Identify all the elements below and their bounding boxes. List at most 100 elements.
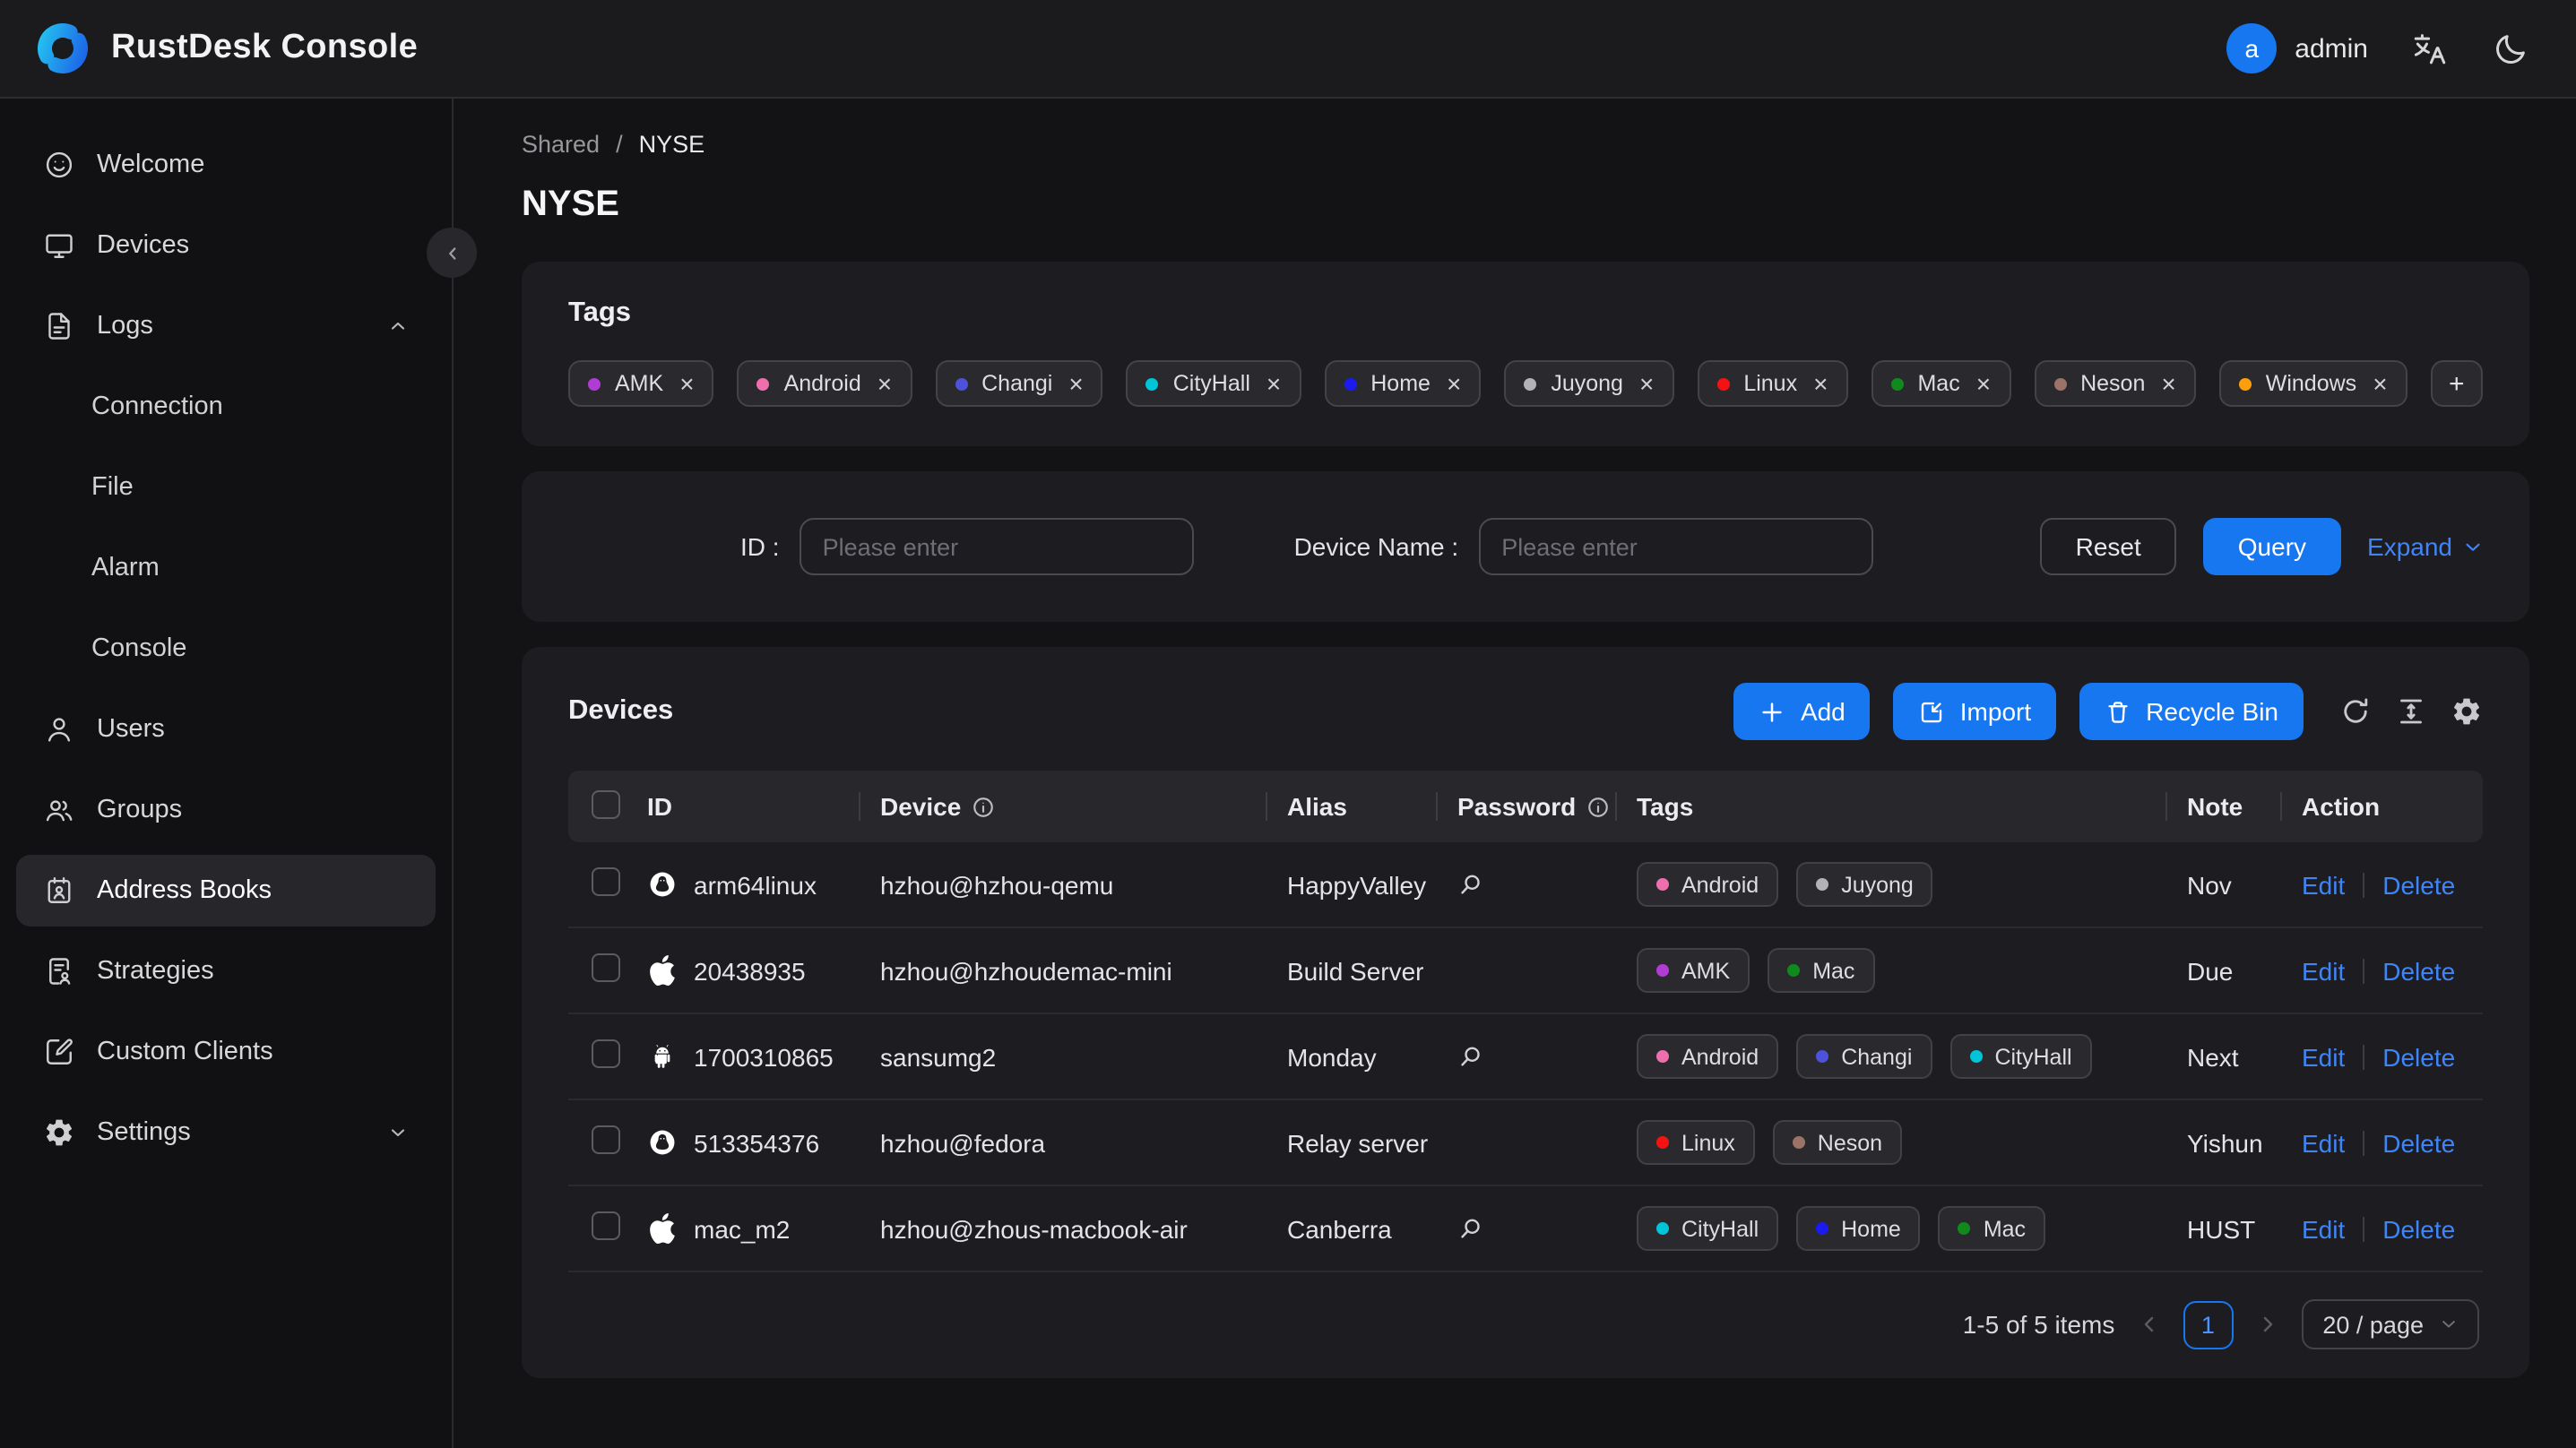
add-device-button[interactable]: Add xyxy=(1733,683,1871,740)
tag-color-dot xyxy=(1656,1136,1669,1149)
breadcrumb: Shared / NYSE xyxy=(522,131,2529,158)
delete-link[interactable]: Delete xyxy=(2382,1128,2456,1157)
view-password-icon[interactable] xyxy=(1457,871,1484,898)
edit-link[interactable]: Edit xyxy=(2302,1042,2346,1071)
sidebar-item-custom-clients[interactable]: Custom Clients xyxy=(16,1016,436,1088)
linux-icon xyxy=(650,1130,675,1155)
tag-remove-icon[interactable]: × xyxy=(1975,369,1992,398)
row-checkbox[interactable] xyxy=(592,1039,620,1068)
row-checkbox[interactable] xyxy=(592,867,620,896)
chevron-down-icon xyxy=(2442,1321,2455,1328)
column-header-alias: Alias xyxy=(1287,792,1347,821)
row-checkbox[interactable] xyxy=(592,1211,620,1240)
sidebar-item-strategies[interactable]: Strategies xyxy=(16,935,436,1007)
avatar[interactable]: a xyxy=(2226,23,2278,73)
chevron-down-icon xyxy=(391,1129,405,1137)
sidebar-item-alarm[interactable]: Alarm xyxy=(16,532,436,604)
tag-chip-home[interactable]: Home × xyxy=(1324,360,1482,407)
id-filter-input[interactable] xyxy=(799,518,1194,575)
delete-link[interactable]: Delete xyxy=(2382,956,2456,985)
breadcrumb-current: NYSE xyxy=(638,131,705,158)
tag-chip-changi[interactable]: Changi × xyxy=(935,360,1103,407)
view-password-icon[interactable] xyxy=(1457,1215,1484,1242)
smiley-icon xyxy=(46,151,73,178)
tag-remove-icon[interactable]: × xyxy=(2373,369,2388,398)
next-page-icon[interactable] xyxy=(2256,1314,2278,1335)
query-button[interactable]: Query xyxy=(2203,518,2341,575)
sidebar-sublabel: File xyxy=(91,473,134,502)
sidebar-item-devices[interactable]: Devices xyxy=(16,210,436,281)
import-button[interactable]: Import xyxy=(1893,683,2057,740)
select-all-checkbox[interactable] xyxy=(592,789,620,818)
current-page-button[interactable]: 1 xyxy=(2183,1300,2234,1349)
table-header-row: ID Device Alias Password Tags Note Actio… xyxy=(568,771,2483,842)
sidebar-item-address-books[interactable]: Address Books xyxy=(16,855,436,927)
delete-link[interactable]: Delete xyxy=(2382,1214,2456,1243)
sidebar-item-file[interactable]: File xyxy=(16,452,436,523)
tag-remove-icon[interactable]: × xyxy=(679,369,695,398)
add-tag-button[interactable]: + xyxy=(2430,360,2483,407)
delete-link[interactable]: Delete xyxy=(2382,870,2456,899)
tag-chip-mac[interactable]: Mac × xyxy=(1871,360,2011,407)
edit-link[interactable]: Edit xyxy=(2302,956,2346,985)
tag-chip-android[interactable]: Android × xyxy=(737,360,912,407)
tag-chip-cityhall[interactable]: CityHall × xyxy=(1126,360,1301,407)
info-icon[interactable] xyxy=(972,795,995,818)
sidebar-collapse-button[interactable] xyxy=(427,228,477,278)
tag-color-dot xyxy=(588,377,601,390)
tag-chip-amk[interactable]: AMK × xyxy=(568,360,714,407)
users-group-icon xyxy=(46,800,73,822)
user-icon xyxy=(48,718,70,742)
delete-link[interactable]: Delete xyxy=(2382,1042,2456,1071)
tag-chip-windows[interactable]: Windows × xyxy=(2218,360,2407,407)
info-icon[interactable] xyxy=(1586,795,1610,818)
tag-color-dot xyxy=(1816,878,1829,891)
edit-link[interactable]: Edit xyxy=(2302,870,2346,899)
tag-remove-icon[interactable]: × xyxy=(1638,369,1655,398)
page-size-select[interactable]: 20 / page xyxy=(2301,1299,2479,1349)
tag-chip-linux[interactable]: Linux × xyxy=(1697,360,1848,407)
view-password-icon[interactable] xyxy=(1457,1043,1484,1070)
tag-remove-icon[interactable]: × xyxy=(1266,369,1282,398)
sidebar-item-users[interactable]: Users xyxy=(16,694,436,765)
device-id: 1700310865 xyxy=(694,1042,834,1071)
tag-label: Juyong xyxy=(1551,371,1623,396)
row-height-icon[interactable] xyxy=(2395,695,2427,728)
tag-chip-neson[interactable]: Neson × xyxy=(2034,360,2196,407)
tag-remove-icon[interactable]: × xyxy=(1068,369,1084,398)
sidebar-item-logs[interactable]: Logs xyxy=(16,290,436,362)
sidebar-item-settings[interactable]: Settings xyxy=(16,1097,436,1168)
user-menu[interactable]: a admin xyxy=(2226,23,2368,73)
recycle-bin-button[interactable]: Recycle Bin xyxy=(2079,683,2304,740)
breadcrumb-parent[interactable]: Shared xyxy=(522,131,601,158)
tag-remove-icon[interactable]: × xyxy=(1813,369,1828,398)
sidebar-item-welcome[interactable]: Welcome xyxy=(16,129,436,201)
refresh-icon[interactable] xyxy=(2339,695,2372,728)
tag-remove-icon[interactable]: × xyxy=(2161,369,2176,398)
reset-button[interactable]: Reset xyxy=(2039,518,2177,575)
sidebar-item-groups[interactable]: Groups xyxy=(16,774,436,846)
tag-label: Android xyxy=(783,371,861,396)
previous-page-icon[interactable] xyxy=(2138,1314,2159,1335)
sidebar-item-console[interactable]: Console xyxy=(16,613,436,685)
dark-mode-icon[interactable] xyxy=(2492,30,2529,67)
row-checkbox[interactable] xyxy=(592,953,620,982)
row-checkbox[interactable] xyxy=(592,1125,620,1154)
tag-color-dot xyxy=(1145,377,1159,390)
tag-chip-juyong[interactable]: Juyong × xyxy=(1504,360,1674,407)
edit-link[interactable]: Edit xyxy=(2302,1128,2346,1157)
expand-toggle[interactable]: Expand xyxy=(2367,532,2483,561)
edit-link[interactable]: Edit xyxy=(2302,1214,2346,1243)
language-icon[interactable] xyxy=(2411,30,2449,67)
pagination-summary: 1-5 of 5 items xyxy=(1962,1310,2115,1339)
table-settings-gear-icon[interactable] xyxy=(2451,695,2483,728)
sidebar-item-connection[interactable]: Connection xyxy=(16,371,436,443)
tag-label: CityHall xyxy=(1172,371,1250,396)
tag-remove-icon[interactable]: × xyxy=(877,369,893,398)
tag-remove-icon[interactable]: × xyxy=(1446,369,1462,398)
device-name-filter-input[interactable] xyxy=(1478,518,1873,575)
monitor-icon xyxy=(46,234,73,258)
device-name-filter-label: Device Name : xyxy=(1293,532,1459,561)
column-header-device: Device xyxy=(880,792,962,821)
tag-label: Changi xyxy=(1841,1044,1913,1069)
